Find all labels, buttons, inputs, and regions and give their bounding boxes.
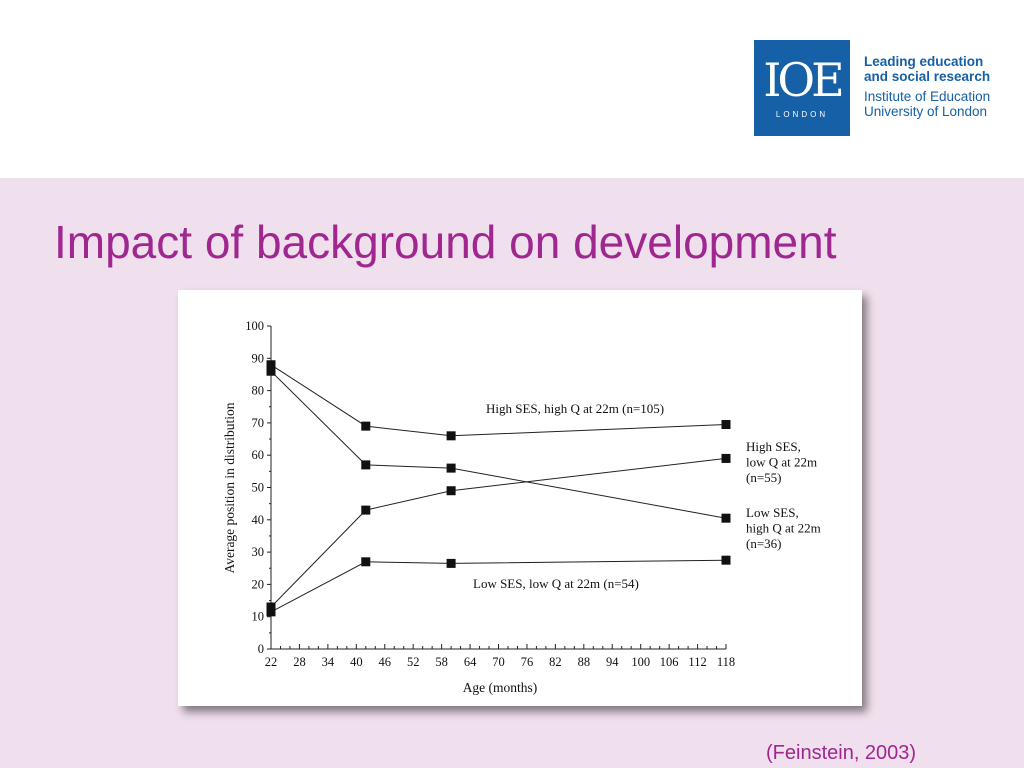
data-point-0-0 — [266, 360, 276, 370]
x-tick-label-9: 76 — [521, 655, 534, 669]
y-tick-label-4: 40 — [252, 513, 265, 527]
chart-axes: 0 10 20 30 40 50 60 70 80 90 100 22 28 34 40 46 52 58 64 70… — [245, 319, 735, 669]
series-label-1-line-0: High SES, — [746, 439, 801, 454]
y-tick-label-5: 50 — [252, 481, 265, 495]
x-tick-label-3: 40 — [350, 655, 363, 669]
y-axis-label: Average position in distribution — [222, 402, 237, 573]
header-band — [0, 0, 1024, 178]
x-tick-label-11: 88 — [578, 655, 591, 669]
series-label-1-line-2: (n=55) — [746, 470, 782, 485]
data-point-3-0 — [266, 607, 276, 617]
y-tick-label-2: 20 — [252, 577, 265, 591]
chart-lines — [270, 364, 727, 613]
series-label-3-line-0: Low SES, low Q at 22m (n=54) — [473, 576, 639, 591]
x-tick-label-0: 22 — [265, 655, 278, 669]
logo-mark: IOE — [763, 53, 844, 107]
data-point-1-0 — [266, 602, 276, 612]
data-point-2-2 — [446, 463, 456, 473]
tagline-line-2: University of London — [864, 104, 988, 119]
data-point-1-2 — [446, 486, 456, 496]
tagline: Institute of Education University of Lon… — [864, 89, 990, 119]
x-tick-label-4: 46 — [379, 655, 392, 669]
data-point-0-3 — [721, 420, 731, 430]
tagline-bold-line-2: and social research — [864, 69, 991, 84]
data-point-1-1 — [361, 505, 371, 515]
y-tick-label-1: 10 — [252, 610, 265, 624]
series-label-2-line-1: high Q at 22m — [746, 521, 821, 536]
x-tick-label-7: 64 — [464, 655, 477, 669]
slide-title: Impact of background on development — [54, 216, 837, 268]
series-line-2 — [270, 370, 727, 519]
y-tick-label-8: 80 — [252, 384, 265, 398]
data-point-3-2 — [446, 558, 456, 568]
chart-frame: 0 10 20 30 40 50 60 70 80 90 100 22 28 34 40 46 52 58 64 70… — [178, 290, 862, 706]
x-axis-label: Age (months) — [463, 680, 538, 695]
x-tick-label-13: 100 — [631, 655, 650, 669]
tagline-bold: Leading education and social research — [864, 54, 990, 84]
data-point-0-1 — [361, 421, 371, 431]
x-tick-label-2: 34 — [322, 655, 335, 669]
x-tick-label-5: 52 — [407, 655, 420, 669]
data-point-3-1 — [361, 557, 371, 567]
x-tick-label-16: 118 — [717, 655, 735, 669]
data-point-2-3 — [721, 513, 731, 523]
x-tick-label-14: 106 — [660, 655, 679, 669]
line-chart: 0 10 20 30 40 50 60 70 80 90 100 22 28 34 40 46 52 58 64 70… — [222, 319, 821, 695]
y-tick-label-9: 90 — [252, 351, 265, 365]
x-tick-label-15: 112 — [688, 655, 706, 669]
series-line-3 — [270, 559, 727, 613]
tagline-bold-line-1: Leading education — [864, 54, 984, 69]
citation: (Feinstein, 2003) — [766, 742, 917, 764]
series-line-1 — [270, 457, 727, 608]
series-line-0 — [270, 364, 727, 437]
x-tick-label-10: 82 — [549, 655, 562, 669]
x-tick-label-12: 94 — [606, 655, 619, 669]
x-tick-label-8: 70 — [492, 655, 505, 669]
y-tick-label-3: 30 — [252, 545, 265, 559]
logo-sub: LONDON — [775, 110, 829, 119]
chart-markers — [266, 360, 731, 617]
x-tick-label-6: 58 — [435, 655, 448, 669]
ioe-logo: IOE LONDON — [754, 40, 850, 136]
y-tick-label-10: 100 — [245, 319, 264, 333]
data-point-2-1 — [361, 460, 371, 470]
y-tick-label-7: 70 — [252, 416, 265, 430]
series-labels: High SES, high Q at 22m (n=105) High SES,… — [473, 401, 821, 591]
data-point-3-3 — [721, 555, 731, 565]
data-point-1-3 — [721, 453, 731, 463]
y-tick-label-6: 60 — [252, 448, 265, 462]
y-tick-label-0: 0 — [258, 642, 264, 656]
series-label-2-line-0: Low SES, — [746, 505, 799, 520]
data-point-0-2 — [446, 431, 456, 441]
tagline-line-1: Institute of Education — [864, 89, 991, 104]
series-label-2-line-2: (n=36) — [746, 536, 782, 551]
series-label-0-line-0: High SES, high Q at 22m (n=105) — [486, 401, 664, 416]
x-tick-label-1: 28 — [293, 655, 306, 669]
data-point-2-0 — [266, 366, 276, 376]
series-label-1-line-1: low Q at 22m — [746, 455, 817, 470]
